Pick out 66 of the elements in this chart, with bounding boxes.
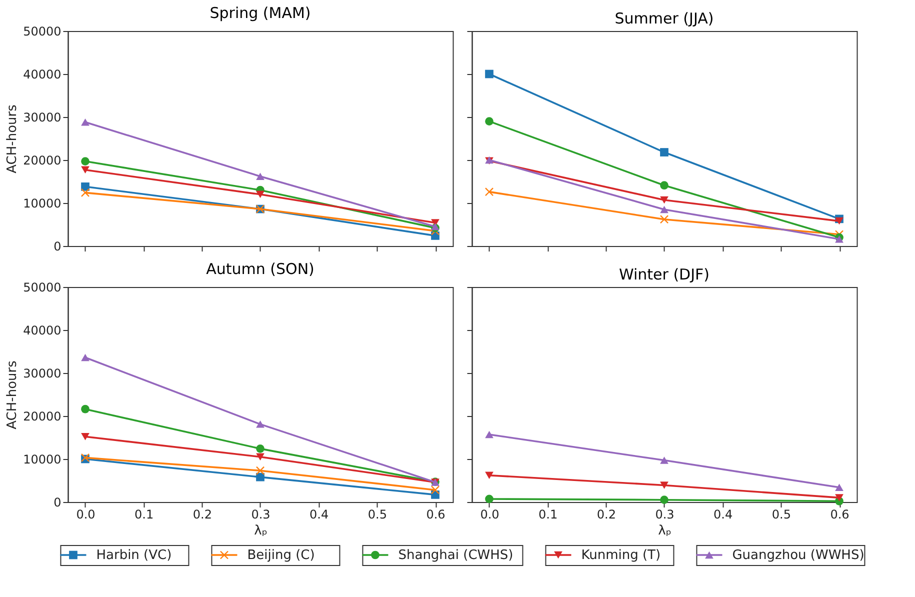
legend-label: Shanghai (CWHS)	[398, 548, 514, 563]
legend-label: Beijing (C)	[247, 548, 315, 563]
x-tick-label: 0.1	[134, 508, 154, 522]
point	[660, 148, 668, 156]
legend-label: Guangzhou (WWHS)	[732, 548, 864, 563]
point	[660, 206, 668, 214]
x-tick-label: 0.6	[830, 508, 850, 522]
point	[485, 70, 494, 78]
y-tick-label: 40000	[23, 68, 62, 82]
x-tick-label: 0.0	[76, 508, 96, 522]
chart-title: Summer (JJA)	[614, 10, 714, 28]
legend-label: Kunming (T)	[581, 548, 661, 563]
y-tick-label: 50000	[23, 24, 62, 38]
point	[660, 496, 668, 504]
point	[835, 494, 844, 502]
legend-label: Harbin (VC)	[96, 548, 172, 563]
x-tick-label: 0.0	[480, 508, 500, 522]
point	[431, 486, 440, 494]
chart-title: Spring (MAM)	[210, 4, 311, 22]
y-tick-label: 20000	[23, 410, 62, 424]
y-tick-label: 0	[54, 496, 62, 510]
x-tick-label: 0.3	[251, 508, 270, 522]
y-tick-label: 0	[54, 240, 62, 254]
y-tick-label: 30000	[23, 110, 62, 124]
y-tick-label: 20000	[23, 154, 62, 168]
point	[81, 404, 90, 414]
point	[835, 484, 844, 492]
point	[81, 166, 90, 174]
x-tick-label: 0.5	[772, 508, 791, 522]
point	[485, 430, 494, 438]
point	[485, 494, 494, 504]
point	[485, 117, 494, 126]
chart-title: Winter (DJF)	[618, 266, 710, 284]
y-tick-label: 40000	[23, 324, 62, 338]
x-tick-label: 0.4	[714, 508, 733, 522]
x-tick-label: 0.4	[310, 508, 329, 522]
y-tick-label: 10000	[23, 452, 62, 466]
point	[485, 472, 494, 479]
point	[256, 172, 264, 180]
point	[256, 472, 264, 482]
x-tick-label: 0.1	[538, 508, 558, 522]
y-axis-title: ACH-hours	[5, 360, 20, 430]
point	[660, 456, 668, 464]
chart-title: Autumn (SON)	[206, 260, 314, 278]
x-tick-label: 0.6	[426, 508, 446, 522]
point	[835, 217, 844, 225]
point	[256, 453, 264, 460]
point	[256, 190, 264, 198]
x-axis-title: λₚ	[658, 524, 672, 538]
point	[256, 444, 264, 453]
point	[660, 482, 668, 489]
y-axis-title: ACH-hours	[5, 104, 20, 174]
y-tick-label: 50000	[23, 280, 62, 294]
y-tick-label: 30000	[23, 366, 62, 380]
x-tick-label: 0.5	[368, 508, 387, 522]
x-tick-label: 0.2	[596, 508, 616, 522]
point	[81, 157, 90, 166]
point	[81, 182, 90, 191]
x-axis-title: λₚ	[254, 524, 268, 538]
x-tick-label: 0.3	[655, 508, 674, 522]
x-tick-label: 0.2	[192, 508, 212, 522]
point	[81, 118, 90, 126]
point	[660, 181, 668, 190]
point	[660, 196, 668, 204]
y-tick-label: 10000	[23, 196, 62, 210]
point	[81, 433, 90, 440]
